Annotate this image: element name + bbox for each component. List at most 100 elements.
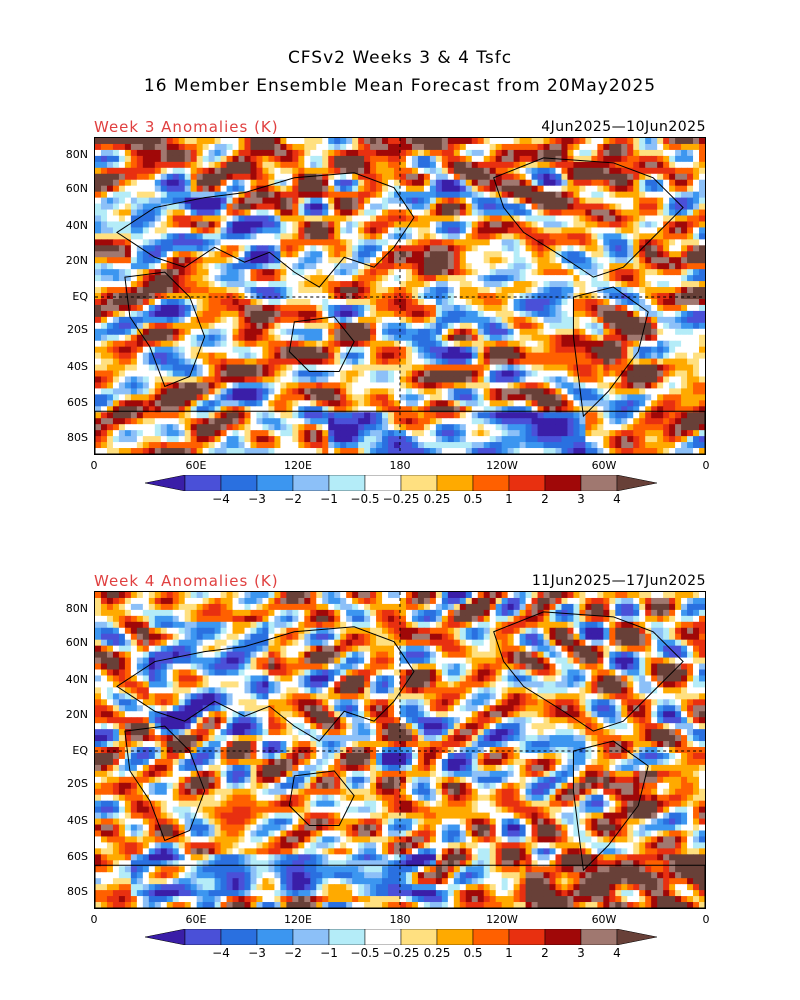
anomaly-cell: [310, 406, 317, 413]
anomaly-cell: [370, 376, 377, 383]
anomaly-cell: [274, 310, 281, 318]
anomaly-cell: [364, 197, 371, 205]
anomaly-cell: [346, 310, 353, 318]
anomaly-cell: [579, 203, 586, 211]
anomaly-cell: [95, 155, 102, 163]
anomaly-cell: [292, 418, 299, 425]
anomaly-cell: [645, 245, 652, 252]
anomaly-cell: [298, 269, 305, 276]
anomaly-cell: [262, 352, 269, 360]
anomaly-cell: [190, 227, 198, 234]
anomaly-cell: [280, 143, 287, 151]
anomaly-cell: [543, 167, 551, 175]
anomaly-cell: [358, 209, 365, 217]
anomaly-cell: [417, 191, 425, 199]
anomaly-cell: [298, 293, 305, 300]
anomaly-cell: [435, 287, 443, 294]
anomaly-cell: [130, 310, 138, 318]
anomaly-cell: [537, 358, 545, 366]
anomaly-cell: [238, 388, 246, 395]
anomaly-cell: [166, 251, 174, 258]
anomaly-cell: [328, 233, 335, 240]
anomaly-cell: [184, 239, 192, 246]
anomaly-cell: [465, 370, 473, 377]
anomaly-cell: [388, 394, 395, 401]
anomaly-cell: [609, 167, 616, 175]
anomaly-cell: [298, 376, 305, 383]
anomaly-cell: [465, 251, 473, 258]
anomaly-cell: [495, 269, 503, 276]
anomaly-cell: [316, 269, 323, 276]
anomaly-cell: [190, 322, 198, 330]
anomaly-cell: [154, 269, 162, 276]
anomaly-cell: [376, 316, 383, 324]
anomaly-cell: [405, 257, 413, 264]
anomaly-cell: [597, 275, 604, 282]
anomaly-cell: [543, 322, 551, 330]
anomaly-cell: [232, 352, 240, 360]
anomaly-cell: [555, 322, 562, 330]
anomaly-cell: [453, 304, 461, 312]
anomaly-cell: [495, 376, 503, 383]
anomaly-cell: [615, 376, 622, 383]
anomaly-cell: [322, 209, 329, 217]
anomaly-cell: [657, 209, 664, 217]
anomaly-cell: [214, 149, 222, 157]
anomaly-cell: [340, 191, 347, 199]
anomaly-cell: [292, 364, 299, 372]
anomaly-cell: [555, 215, 562, 222]
anomaly-cell: [268, 275, 275, 282]
anomaly-cell: [136, 251, 144, 258]
anomaly-cell: [394, 155, 401, 163]
anomaly-cell: [603, 179, 610, 187]
anomaly-cell: [483, 388, 491, 395]
anomaly-cell: [531, 203, 539, 211]
anomaly-cell: [405, 394, 413, 401]
anomaly-cell: [561, 364, 568, 372]
anomaly-cell: [250, 209, 257, 217]
anomaly-cell: [220, 227, 228, 234]
anomaly-cell: [274, 352, 281, 360]
anomaly-cell: [645, 328, 652, 336]
anomaly-cell: [358, 412, 365, 419]
anomaly-cell: [364, 275, 371, 282]
anomaly-cell: [148, 275, 156, 282]
anomaly-cell: [250, 287, 257, 294]
anomaly-cell: [609, 269, 616, 276]
anomaly-cell: [232, 400, 240, 407]
anomaly-cell: [687, 203, 694, 211]
anomaly-cell: [405, 376, 413, 383]
anomaly-cell: [256, 149, 263, 157]
anomaly-cell: [178, 191, 186, 199]
anomaly-cell: [154, 185, 162, 193]
anomaly-cell: [124, 257, 132, 264]
anomaly-cell: [124, 269, 132, 276]
anomaly-cell: [597, 239, 604, 246]
anomaly-cell: [118, 287, 126, 294]
anomaly-cell: [555, 400, 562, 407]
anomaly-cell: [579, 298, 586, 306]
anomaly-cell: [292, 197, 299, 205]
anomaly-cell: [525, 406, 533, 413]
anomaly-cell: [615, 138, 622, 145]
anomaly-cell: [471, 185, 479, 193]
anomaly-cell: [405, 316, 413, 324]
anomaly-cell: [537, 370, 545, 377]
anomaly-cell: [154, 316, 162, 324]
anomaly-cell: [453, 221, 461, 228]
anomaly-cell: [699, 275, 705, 282]
anomaly-cell: [214, 340, 222, 348]
anomaly-cell: [585, 352, 592, 360]
anomaly-cell: [184, 322, 192, 330]
anomaly-cell: [405, 382, 413, 389]
anomaly-cell: [483, 322, 491, 330]
anomaly-cell: [268, 281, 275, 288]
anomaly-cell: [573, 191, 580, 199]
anomaly-cell: [459, 209, 467, 217]
anomaly-cell: [148, 263, 156, 270]
anomaly-cell: [567, 197, 574, 205]
anomaly-cell: [603, 209, 610, 217]
anomaly-cell: [370, 167, 377, 175]
anomaly-cell: [232, 173, 240, 181]
anomaly-cell: [166, 328, 174, 336]
